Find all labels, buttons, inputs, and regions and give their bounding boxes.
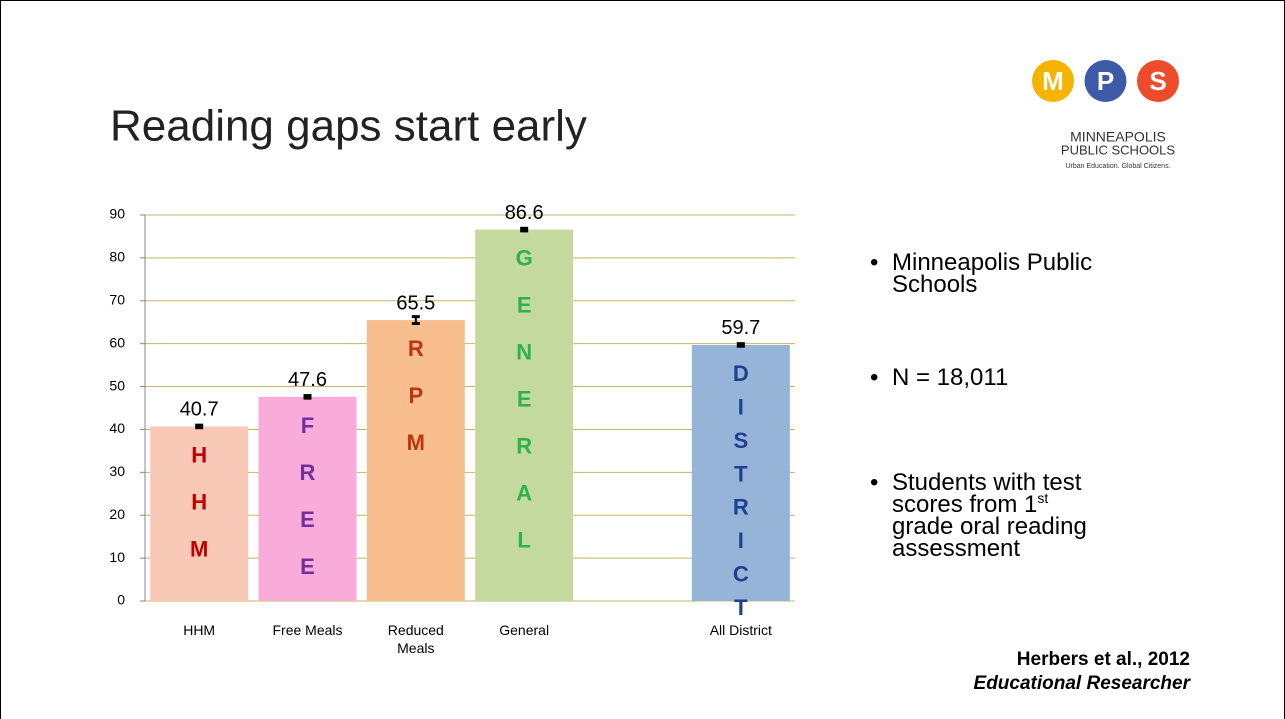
bullet-text: Students with test scores from 1 bbox=[892, 469, 1082, 518]
superscript: st bbox=[1037, 490, 1049, 506]
y-tick-label: 0 bbox=[117, 592, 125, 608]
y-tick-label: 20 bbox=[109, 506, 125, 522]
x-tick-label: HHM bbox=[183, 622, 216, 638]
y-tick-label: 90 bbox=[109, 206, 125, 222]
bar bbox=[475, 229, 574, 602]
bullet-text: grade oral reading assessment bbox=[892, 513, 1087, 562]
x-tick-label: Free Meals bbox=[272, 622, 343, 638]
bar-text: FREE bbox=[295, 413, 320, 601]
citation-authors: Herbers et al., 2012 bbox=[1016, 649, 1190, 670]
data-label: 40.7 bbox=[180, 399, 219, 421]
logo-circle bbox=[1084, 60, 1127, 102]
y-tick-label: 70 bbox=[109, 291, 125, 307]
logo-letter: S bbox=[1149, 66, 1166, 96]
y-tick-label: 40 bbox=[109, 420, 125, 436]
logo-name: MINNEAPOLIS bbox=[1070, 129, 1166, 145]
y-tick-label: 60 bbox=[109, 334, 125, 350]
bar-text: HHM bbox=[187, 442, 212, 583]
data-label: 59.7 bbox=[721, 317, 760, 339]
bar bbox=[691, 344, 790, 601]
logo-letter: M bbox=[1042, 66, 1064, 96]
citation-journal: Educational Researcher bbox=[973, 673, 1190, 694]
logo-name: PUBLIC SCHOOLS bbox=[1061, 142, 1175, 157]
bar bbox=[150, 426, 249, 601]
logo-circle bbox=[1137, 60, 1179, 102]
y-tick-label: 80 bbox=[109, 249, 125, 265]
x-tick-label: All District bbox=[709, 622, 772, 638]
bar-text: GENERAL bbox=[512, 246, 537, 575]
logo-letter: P bbox=[1097, 66, 1114, 96]
logo-circle bbox=[1032, 60, 1074, 102]
bar bbox=[366, 320, 465, 601]
bullet: Students with test scores from 1st grade… bbox=[870, 469, 1107, 562]
bullet: Minneapolis Public Schools bbox=[870, 251, 1107, 297]
slide-title: Reading gaps start early bbox=[110, 102, 587, 151]
x-tick-label: Reduced Meals bbox=[387, 622, 444, 656]
y-tick-label: 10 bbox=[109, 549, 125, 565]
bar bbox=[258, 396, 357, 601]
bar-text: DISTRICT bbox=[728, 361, 753, 628]
bar-text: RPM bbox=[403, 336, 428, 477]
y-tick-label: 30 bbox=[109, 463, 125, 479]
y-tick-label: 50 bbox=[109, 377, 125, 393]
data-label: 65.5 bbox=[396, 292, 435, 314]
data-label: 47.6 bbox=[288, 369, 327, 391]
data-label: 86.6 bbox=[505, 202, 544, 224]
x-tick-label: General bbox=[499, 622, 550, 638]
bullet: N = 18,011 bbox=[870, 366, 1107, 390]
logo-tagline: Urban Education. Global Citizens. bbox=[1065, 163, 1170, 170]
